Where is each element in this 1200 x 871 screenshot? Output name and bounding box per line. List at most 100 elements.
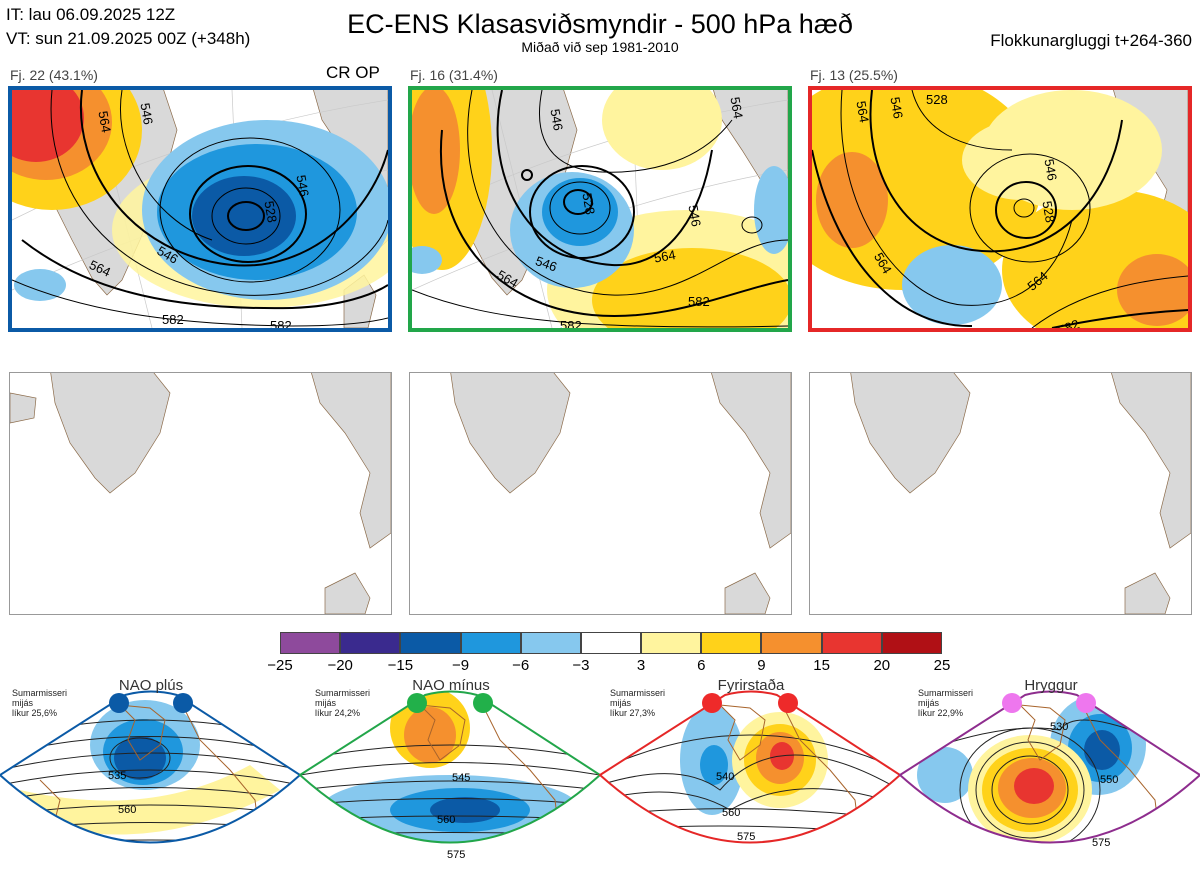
colorbar-tick-label: 3 (636, 657, 646, 674)
regime-2-contour-label: 560 (437, 814, 455, 826)
cluster-2-label: Fj. 16 (31.4%) (410, 67, 498, 83)
cluster-3-label: Fj. 13 (25.5%) (810, 67, 898, 83)
regime-2-contour-label: 545 (452, 772, 470, 784)
cluster-2-contour-label: 564 (727, 96, 746, 120)
regime-1-contour-label: 560 (118, 804, 136, 816)
regime-1-season: Sumarmisseri (12, 688, 68, 698)
regime-4-probability: líkur 22,9% (918, 708, 964, 718)
cluster-1-contour-label: 546 (293, 174, 312, 198)
regime-2-frequency: mijás (315, 698, 337, 708)
cluster-2-contour-label: 582 (560, 318, 582, 328)
cluster-3-map-svg: 564 528 546 528 546 564 564 582 (812, 90, 1188, 328)
colorbar-tick-label: −3 (572, 657, 590, 674)
regime-4-dot-left (1002, 693, 1022, 713)
colorbar-swatch (821, 632, 882, 654)
regime-1-contour-label: 535 (108, 770, 126, 782)
cluster-1-map-svg: 564 546 528 546 546 564 582 582 (12, 90, 388, 328)
regime-2-probability: líkur 24,2% (315, 708, 361, 718)
regime-4-season: Sumarmisseri (918, 688, 974, 698)
regime-4-contour-label: 575 (1092, 837, 1110, 849)
base-map-1-svg (10, 373, 391, 614)
colorbar-swatch (400, 632, 461, 654)
colorbar-tick-label: 9 (757, 657, 766, 674)
cluster-2-map: 546 564 546 528 546 564 564 582 582 (408, 86, 792, 332)
regime-3-contour-label: 560 (722, 807, 740, 819)
regime-3-dot-left (702, 693, 722, 713)
regime-2-info: Sumarmisseri mijás líkur 24,2% (315, 688, 370, 718)
base-map-1 (9, 372, 392, 615)
cluster-1-contour-label: 582 (162, 312, 184, 327)
colorbar-tick-label: −25 (267, 657, 293, 674)
colorbar-tick-label: −9 (451, 657, 470, 674)
regime-4-contour-label: 550 (1100, 774, 1118, 786)
colorbar-tick-label: 20 (873, 657, 891, 674)
cluster-3-contour-label: 546 (887, 96, 906, 120)
cluster-1-contour-label: 564 (95, 110, 114, 134)
regime-1-probability: líkur 25,6% (12, 708, 58, 718)
colorbar-swatch (641, 632, 702, 654)
regime-4-dot-right (1076, 693, 1096, 713)
cluster-3-contour-label: 564 (853, 100, 872, 124)
valid-time: VT: sun 21.09.2025 00Z (+348h) (6, 29, 251, 48)
cluster-3-contour-label: 528 (1039, 200, 1058, 224)
base-map-3-svg (850, 373, 1191, 614)
regime-3-dot-right (778, 693, 798, 713)
regime-3-season: Sumarmisseri (610, 688, 666, 698)
classification-window: Flokkunargluggi t+264-360 (990, 31, 1192, 50)
cluster-1-label: Fj. 22 (43.1%) (10, 67, 98, 83)
regime-4-contour-label: 530 (1050, 721, 1068, 733)
colorbar-swatch (580, 632, 642, 654)
cluster-1-map: 564 546 528 546 546 564 582 582 (8, 86, 392, 332)
base-map-2-svg (450, 373, 791, 614)
colorbar-tick-label: −15 (387, 657, 414, 674)
regime-1-dot-left (109, 693, 129, 713)
regime-1-info: Sumarmisseri mijás líkur 25,6% (12, 688, 67, 718)
cluster-3-map: 564 528 546 528 546 564 564 582 (808, 86, 1192, 332)
colorbar-tick-label: −20 (327, 657, 353, 674)
regime-2-dot-right (473, 693, 493, 713)
regime-1-title: NAO plús (118, 677, 184, 694)
cluster-2-contour-label: 546 (534, 253, 560, 275)
regime-3-probability: líkur 27,3% (610, 708, 656, 718)
cluster-1-tag: CR OP (326, 63, 380, 82)
cluster-3-contour-label: 528 (926, 92, 948, 107)
cluster-2-map-svg: 546 564 546 528 546 564 564 582 582 (412, 90, 788, 328)
regime-3-frequency: mijás (610, 698, 632, 708)
colorbar-swatch (701, 632, 762, 654)
regime-1-dot-right (173, 693, 193, 713)
base-map-3 (809, 372, 1192, 615)
colorbar-swatch (520, 632, 581, 654)
cluster-1-contour-label: 582 (270, 318, 292, 328)
regime-3-contour-label: 540 (716, 771, 734, 783)
colorbar-swatch (881, 632, 942, 654)
colorbar-swatch (280, 632, 341, 654)
regime-2-season: Sumarmisseri (315, 688, 371, 698)
regime-3-title: Fyrirstaða (717, 677, 785, 694)
cluster-2-contour-label: 528 (579, 192, 598, 216)
regime-2-dot-left (407, 693, 427, 713)
regime-4-frequency: mijás (918, 698, 940, 708)
cluster-2-contour-label: 564 (653, 247, 677, 266)
cluster-2-contour-label: 582 (688, 294, 710, 309)
colorbar-swatch (761, 632, 822, 654)
regime-2-contour-label: 575 (447, 849, 465, 861)
initial-time: IT: lau 06.09.2025 12Z (6, 5, 176, 24)
cluster-1-contour-label: 528 (261, 200, 280, 224)
regime-1-frequency: mijás (12, 698, 34, 708)
colorbar-swatch (340, 632, 401, 654)
colorbar-tick-label: −6 (512, 657, 530, 674)
colorbar-tick-label: 25 (933, 657, 951, 674)
regime-4-info: Sumarmisseri mijás líkur 22,9% (918, 688, 973, 718)
base-map-2 (409, 372, 792, 615)
cluster-2-contour-label: 546 (685, 204, 704, 228)
regime-4-title: Hryggur (1024, 677, 1078, 694)
colorbar (280, 632, 942, 654)
cluster-2-contour-label: 546 (547, 108, 566, 132)
cluster-3-contour-label: 546 (1041, 158, 1060, 182)
regime-3-contour-label: 575 (737, 831, 755, 843)
regime-2-title: NAO mínus (412, 677, 490, 694)
regime-3-info: Sumarmisseri mijás líkur 27,3% (610, 688, 665, 718)
colorbar-swatch (460, 632, 521, 654)
page-subtitle: Miðað við sep 1981-2010 (521, 39, 679, 55)
page-title: EC-ENS Klasasviðsmyndir - 500 hPa hæð (347, 9, 853, 39)
